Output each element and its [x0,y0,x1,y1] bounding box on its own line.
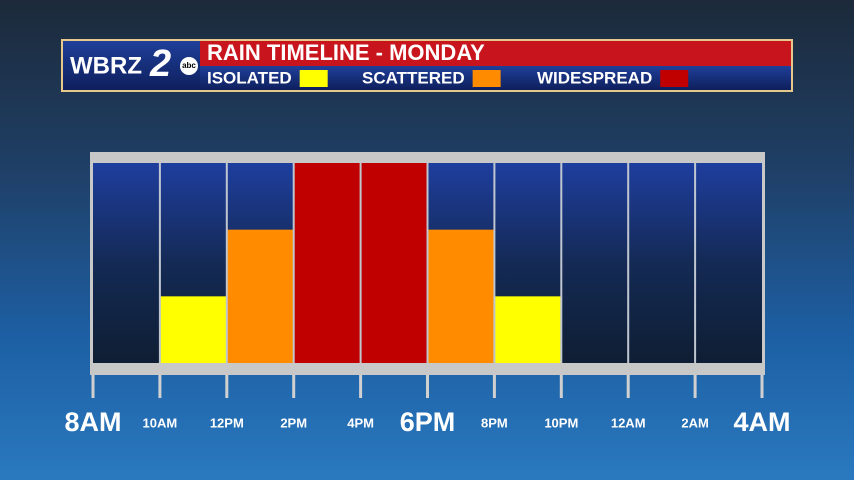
x-tick-label: 4PM [347,415,374,430]
logo-network: abc [182,61,196,70]
x-tick-label: 2AM [681,415,708,430]
chart-title: RAIN TIMELINE - MONDAY [207,40,485,65]
legend-swatch [299,70,328,87]
legend-swatch [472,70,501,87]
bar [494,296,562,363]
legend-label: SCATTERED [362,68,465,87]
bar [293,163,361,363]
x-tick-label: 12PM [210,415,244,430]
bar [360,163,428,363]
logo-box [63,41,200,90]
bar [226,229,294,363]
x-tick-label: 10PM [544,415,578,430]
x-tick-label: 8PM [481,415,508,430]
legend-label: ISOLATED [207,68,292,87]
logo-channel: 2 [149,43,171,85]
x-tick-label: 8AM [64,407,121,437]
logo-network-badge [180,57,198,75]
logo-station: WBRZ [70,52,142,79]
bar [159,296,227,363]
bar [427,229,495,363]
legend-label: WIDESPREAD [537,68,652,87]
x-tick-label: 4AM [733,407,790,437]
x-tick-label: 12AM [611,415,646,430]
legend-swatch [660,70,689,87]
x-tick-label: 6PM [400,407,456,437]
x-tick-label: 10AM [143,415,178,430]
axis-bar [90,363,765,375]
x-tick-label: 2PM [280,415,307,430]
